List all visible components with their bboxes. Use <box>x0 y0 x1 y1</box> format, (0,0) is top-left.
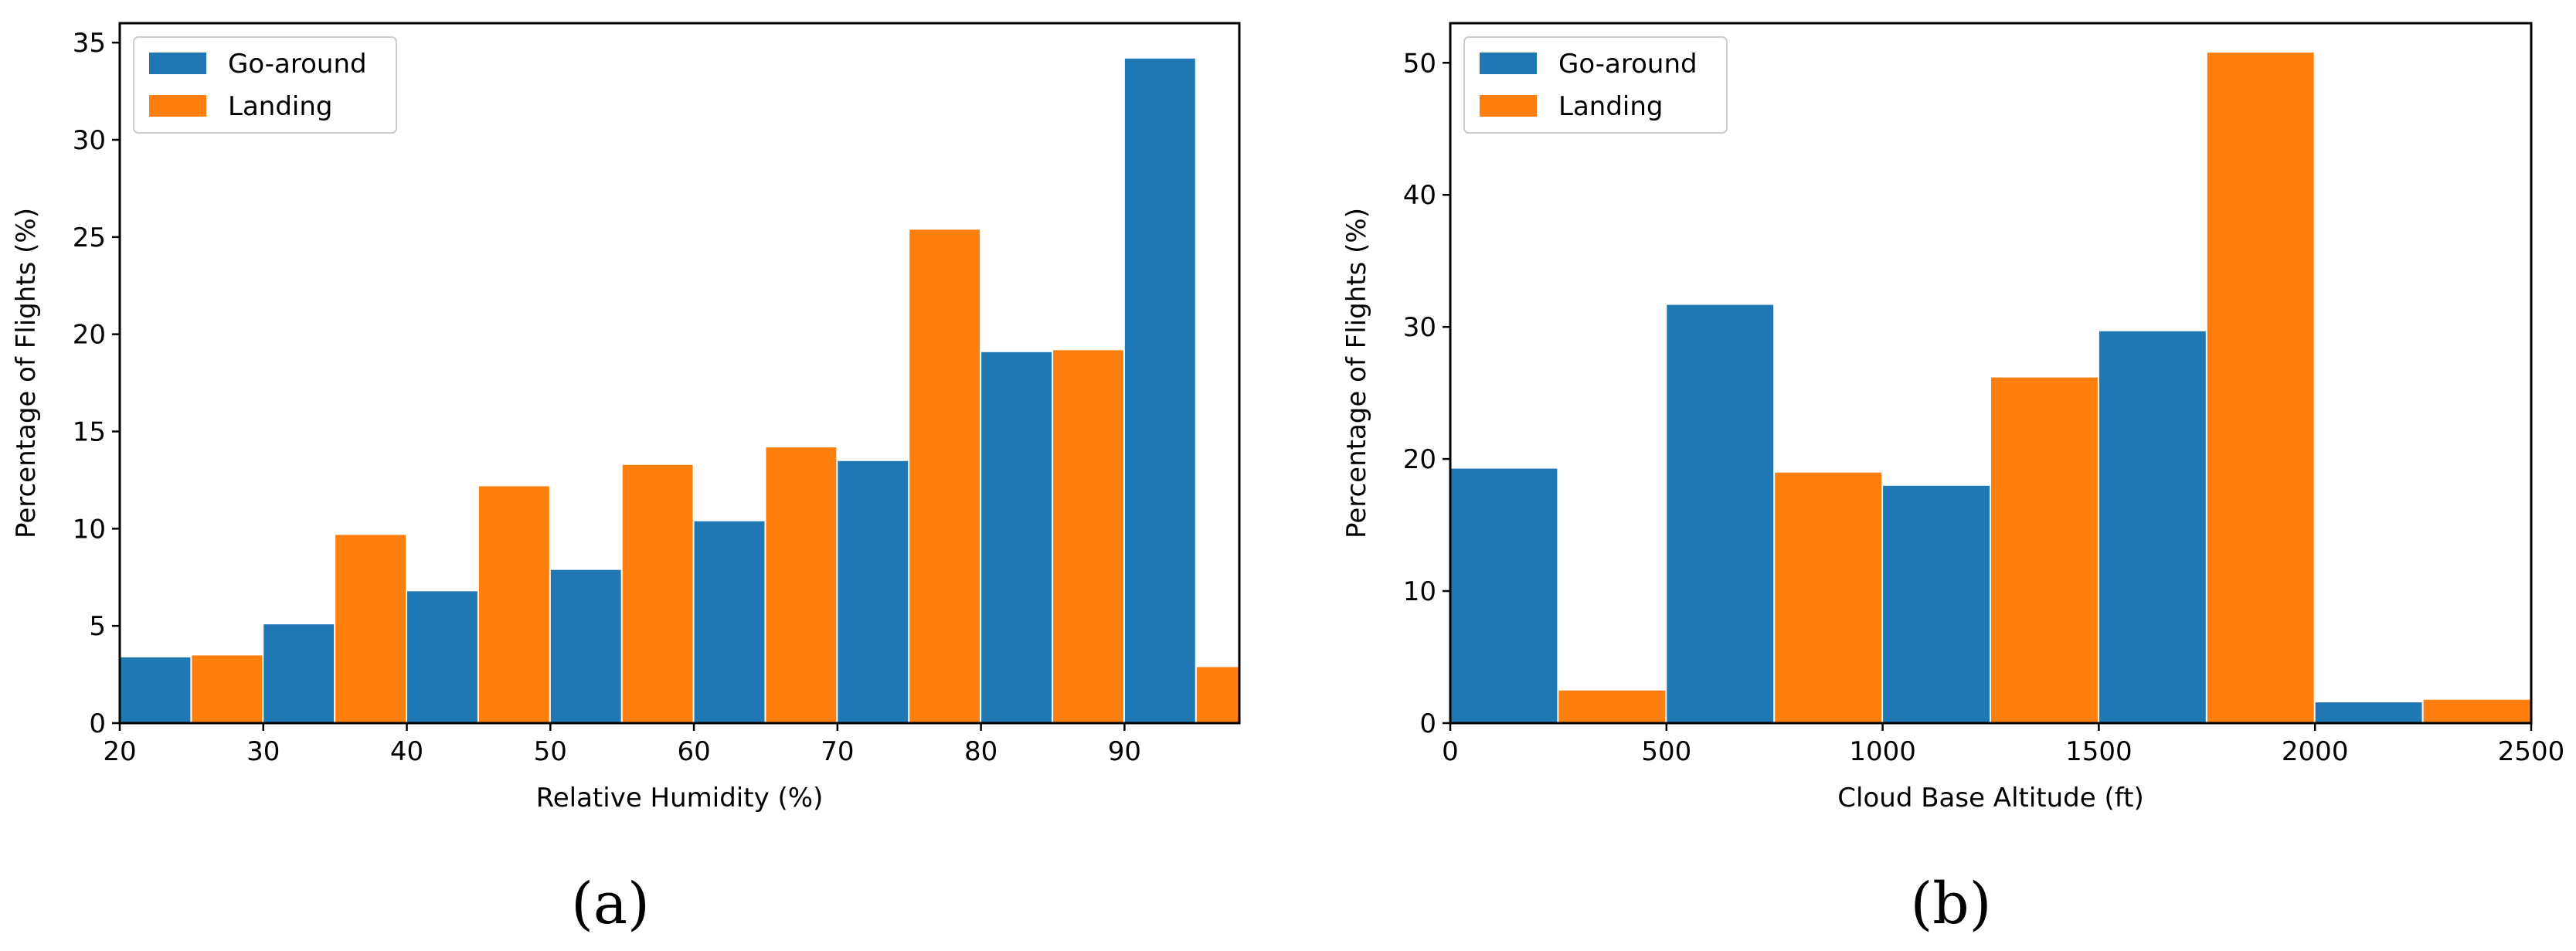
bar-landing-a-2 <box>477 485 550 723</box>
bar-go-around-b-0 <box>1450 467 1558 723</box>
bar-go-around-b-3 <box>2098 330 2207 723</box>
y-tick-label-b-1: 10 <box>1403 576 1436 607</box>
bar-go-around-a-1 <box>263 623 335 723</box>
y-tick-label-a-1: 5 <box>89 611 106 642</box>
legend-label-landing-a: Landing <box>228 91 333 122</box>
bar-go-around-b-1 <box>1666 304 1775 723</box>
y-tick-label-a-2: 10 <box>73 514 106 545</box>
y-tick-label-a-6: 30 <box>73 125 106 156</box>
caption-b: (b) <box>1910 871 1991 937</box>
bar-go-around-a-4 <box>693 520 766 723</box>
x-axis-label-a: Relative Humidity (%) <box>536 783 824 813</box>
y-ticks-a: 0 5 10 15 20 25 30 35 <box>73 28 120 739</box>
plot-frame-a <box>118 22 1241 725</box>
bar-landing-a-3 <box>621 464 694 723</box>
y-axis-label-a: Percentage of Flights (%) <box>11 208 42 538</box>
bar-landing-a-6 <box>1052 349 1124 723</box>
legend-label-landing-b: Landing <box>1558 91 1664 122</box>
x-ticks-b: 0 500 1000 1500 2000 2500 <box>1442 723 2564 767</box>
x-tick-label-a-6: 80 <box>964 736 997 767</box>
legend-a: Go-around Landing <box>133 36 397 134</box>
chart-panel-a: 20 30 40 50 60 70 80 90 0 5 10 15 20 25 30 35 Relative… <box>11 22 1241 937</box>
bar-landing-b-1 <box>1774 471 1883 723</box>
y-axis-label-b: Percentage of Flights (%) <box>1341 208 1372 538</box>
x-tick-label-a-2: 40 <box>390 736 423 767</box>
bar-landing-b-3 <box>2206 52 2315 723</box>
legend-b: Go-around Landing <box>1463 36 1728 134</box>
x-tick-label-b-2: 1000 <box>1849 736 1916 767</box>
bar-landing-a-7 <box>1195 666 1239 723</box>
bar-go-around-a-6 <box>980 351 1052 723</box>
y-tick-label-b-2: 20 <box>1403 444 1436 475</box>
bar-landing-b-2 <box>1990 376 2099 723</box>
legend-swatch-go-around-a <box>149 53 206 74</box>
x-tick-label-b-3: 1500 <box>2065 736 2133 767</box>
bar-landing-b-4 <box>2422 698 2531 723</box>
x-tick-label-b-4: 2000 <box>2282 736 2349 767</box>
x-tick-label-a-3: 50 <box>534 736 567 767</box>
y-tick-label-b-0: 0 <box>1419 708 1436 739</box>
bar-landing-b-0 <box>1558 689 1667 723</box>
caption-a: (a) <box>571 871 650 937</box>
x-tick-label-b-5: 2500 <box>2498 736 2565 767</box>
y-ticks-b: 0 10 20 30 40 50 <box>1403 48 1450 739</box>
bars-b <box>1450 52 2531 723</box>
bar-go-around-b-4 <box>2314 701 2423 723</box>
x-tick-label-b-0: 0 <box>1442 736 1459 767</box>
legend-label-go-around-a: Go-around <box>228 49 367 80</box>
legend-swatch-go-around-b <box>1480 53 1537 74</box>
y-tick-label-b-5: 50 <box>1403 48 1436 79</box>
x-tick-label-a-1: 30 <box>246 736 280 767</box>
bar-go-around-a-5 <box>837 460 909 723</box>
bar-go-around-a-3 <box>549 569 622 723</box>
y-tick-label-a-3: 15 <box>73 417 106 448</box>
x-tick-label-a-4: 60 <box>677 736 710 767</box>
legend-swatch-landing-a <box>149 95 206 117</box>
legend-label-go-around-b: Go-around <box>1558 49 1698 80</box>
x-ticks-a: 20 30 40 50 60 70 80 90 <box>103 723 1141 767</box>
bar-go-around-a-2 <box>406 590 478 723</box>
x-tick-label-a-0: 20 <box>103 736 136 767</box>
legend-swatch-landing-b <box>1480 95 1537 117</box>
y-tick-label-a-4: 20 <box>73 320 106 351</box>
y-tick-label-b-3: 30 <box>1403 312 1436 343</box>
y-tick-label-a-7: 35 <box>73 28 106 59</box>
bar-go-around-a-7 <box>1123 57 1196 723</box>
y-tick-label-a-5: 25 <box>73 222 106 253</box>
y-tick-label-a-0: 0 <box>89 708 106 739</box>
bar-landing-a-0 <box>191 654 263 723</box>
y-tick-label-b-4: 40 <box>1403 180 1436 211</box>
bar-go-around-b-2 <box>1882 484 1991 723</box>
bar-go-around-a-0 <box>120 656 192 723</box>
bar-landing-a-4 <box>765 447 838 723</box>
x-tick-label-a-7: 90 <box>1108 736 1141 767</box>
plot-frame-b <box>1449 22 2533 725</box>
chart-panel-b: 0 500 1000 1500 2000 2500 0 10 20 30 40 50 Cloud B… <box>1341 22 2564 937</box>
x-axis-label-b: Cloud Base Altitude (ft) <box>1837 783 2143 813</box>
bars-a <box>120 57 1239 723</box>
x-tick-label-a-5: 70 <box>821 736 854 767</box>
x-tick-label-b-1: 500 <box>1641 736 1691 767</box>
bar-landing-a-5 <box>909 229 981 723</box>
bar-landing-a-1 <box>335 534 407 723</box>
